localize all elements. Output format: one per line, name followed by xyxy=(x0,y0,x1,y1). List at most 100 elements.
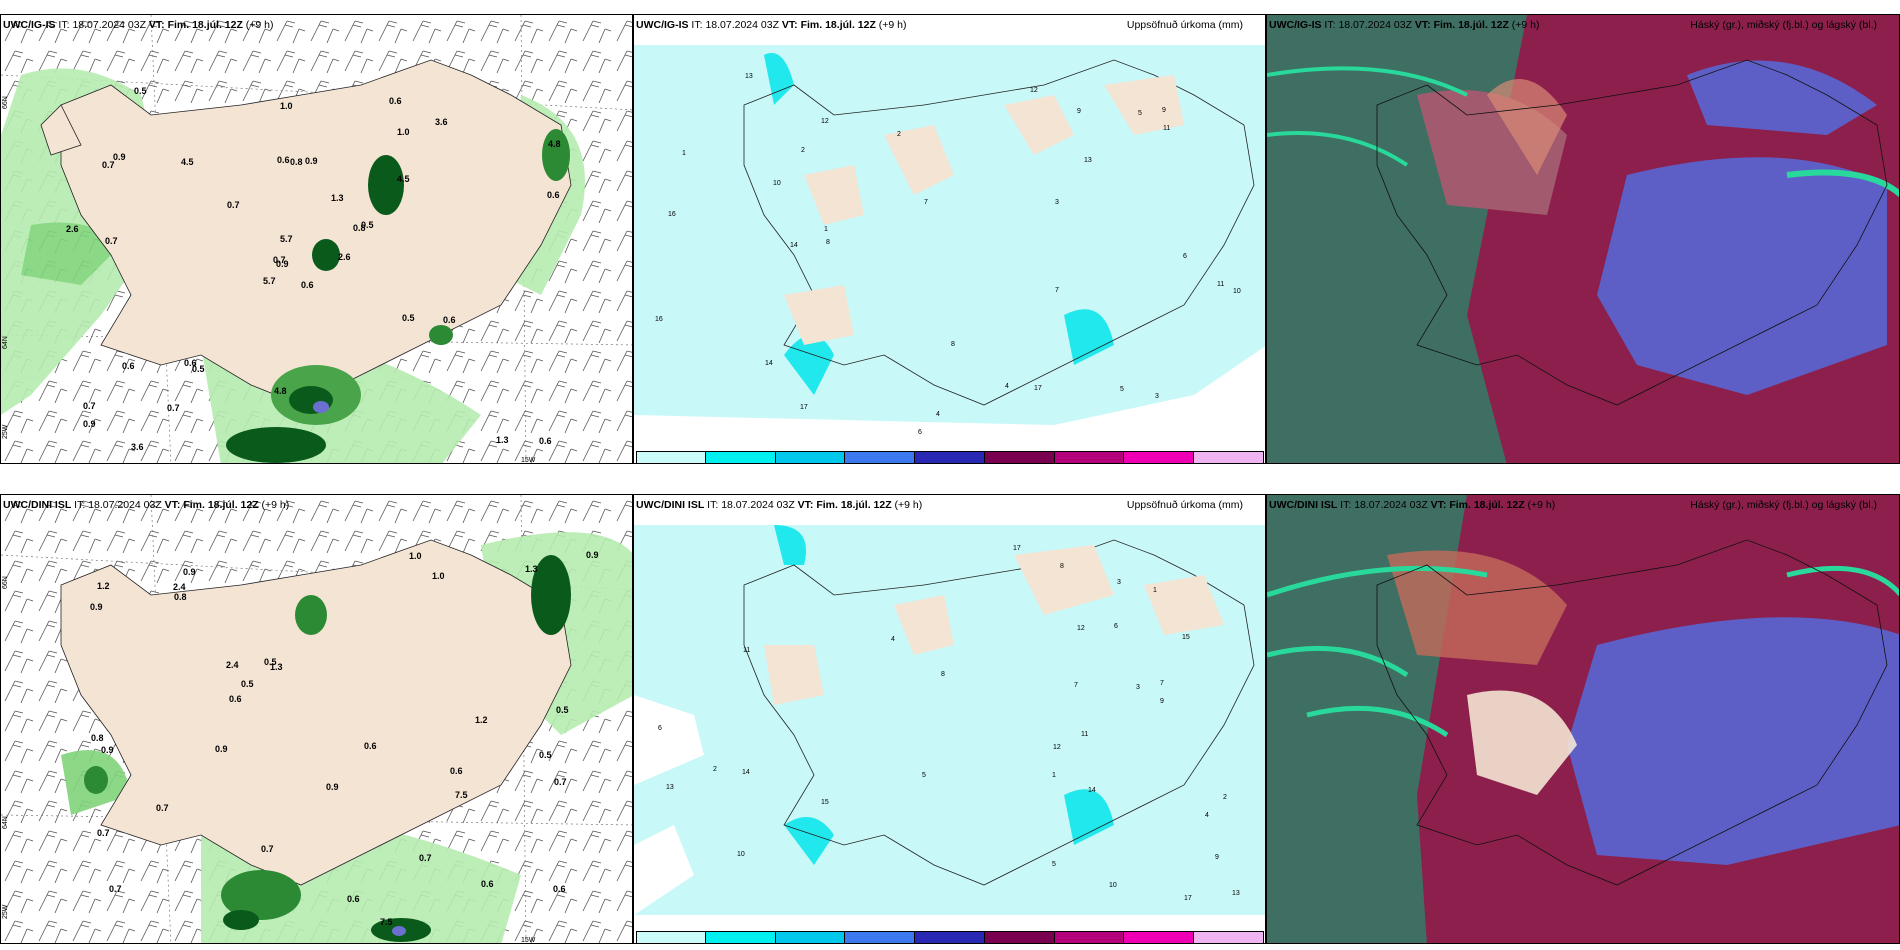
value-label: 6 xyxy=(918,429,922,436)
value-label: 4 xyxy=(936,411,940,418)
legend-swatch xyxy=(845,451,916,463)
value-label: 0.9 xyxy=(586,550,599,560)
value-label: 0.7 xyxy=(105,236,118,246)
value-label: 0.7 xyxy=(419,853,432,863)
value-label: 0.7 xyxy=(102,160,115,170)
value-label: 6 xyxy=(1114,623,1118,630)
legend-swatch xyxy=(984,931,1055,943)
value-label: 2.4 xyxy=(173,582,186,592)
value-label: 4 xyxy=(891,636,895,643)
value-label: 5 xyxy=(1052,861,1056,868)
value-label: 17 xyxy=(1184,895,1192,902)
value-label: 1.2 xyxy=(97,581,110,591)
svg-text:66N: 66N xyxy=(2,576,9,589)
value-label: 5.7 xyxy=(280,234,293,244)
value-label: 7 xyxy=(1074,682,1078,689)
value-label: 9 xyxy=(1162,107,1166,114)
panel-title: UWC/DINI ISL IT: 18.07.2024 03Z VT: Fim.… xyxy=(3,499,290,511)
value-label: 5 xyxy=(1138,110,1142,117)
legend-swatch xyxy=(705,451,776,463)
value-label: 0.9 xyxy=(90,602,103,612)
legend-swatch xyxy=(636,451,706,463)
panel-subtitle: Háský (gr.), miðský (fj.bl.) og lágský (… xyxy=(1690,499,1877,511)
value-label: 0.5 xyxy=(539,750,552,760)
value-label: 11 xyxy=(1217,281,1224,288)
value-label: 0.7 xyxy=(167,403,180,413)
value-label: 7 xyxy=(1160,680,1164,687)
value-label: 9 xyxy=(1160,698,1164,705)
legend-swatch xyxy=(915,931,985,943)
value-label: 10 xyxy=(1233,288,1241,295)
value-label: 0.6 xyxy=(184,358,197,368)
svg-text:15W: 15W xyxy=(521,457,536,464)
value-label: 0.9 xyxy=(83,419,96,429)
value-label: 0.7 xyxy=(83,401,96,411)
value-label: 7.5 xyxy=(380,917,393,927)
value-label: 0.6 xyxy=(539,436,552,446)
value-label: 0.9 xyxy=(215,744,228,754)
value-label: 0.5 xyxy=(361,220,374,230)
value-label: 0.5 xyxy=(556,705,569,715)
value-label: 1.0 xyxy=(409,551,422,561)
value-label: 9 xyxy=(1077,108,1081,115)
value-label: 6 xyxy=(658,725,662,732)
legend-swatch xyxy=(915,451,985,463)
value-label: 2 xyxy=(801,147,805,154)
value-label: 0.7 xyxy=(261,844,274,854)
value-label: 5 xyxy=(922,772,926,779)
value-label: 0.6 xyxy=(547,190,560,200)
value-label: 2 xyxy=(1223,794,1227,801)
value-label: 12 xyxy=(1053,744,1061,751)
value-label: 1.3 xyxy=(496,435,509,445)
legend-swatch xyxy=(1124,931,1195,943)
wind-precip-map: 66N 64N 25W 15W 0.60.70.90.70.80.50.60.9… xyxy=(1,15,632,464)
value-label: 15 xyxy=(821,799,829,806)
value-label: 3 xyxy=(1117,579,1121,586)
panel-wind-precip-dini: UWC/DINI ISL IT: 18.07.2024 03Z VT: Fim.… xyxy=(0,494,633,944)
value-label: 13 xyxy=(1232,890,1240,897)
value-label: 2.6 xyxy=(338,252,351,262)
value-label: 5.7 xyxy=(263,276,276,286)
value-label: 13 xyxy=(745,73,753,80)
value-label: 6 xyxy=(1183,253,1187,260)
value-label: 0.9 xyxy=(101,745,114,755)
value-label: 9 xyxy=(1215,854,1219,861)
value-label: 0.5 xyxy=(402,313,415,323)
value-label: 3 xyxy=(1155,393,1159,400)
svg-text:66N: 66N xyxy=(2,96,9,109)
panel-subtitle: Uppsöfnuð úrkoma (mm) xyxy=(1126,19,1243,31)
panel-accum-precip-igis: UWC/IG-IS IT: 18.07.2024 03Z VT: Fim. 18… xyxy=(633,14,1266,464)
legend-swatch xyxy=(845,931,916,943)
value-label: 4 xyxy=(1005,383,1009,390)
cloud-cover-map xyxy=(1267,495,1899,943)
cloud-cover-map xyxy=(1267,15,1899,463)
panel-clouds-dini: UWC/DINI ISL IT: 18.07.2024 03Z VT: Fim.… xyxy=(1266,494,1900,944)
value-label: 13 xyxy=(666,784,674,791)
value-label: 1.0 xyxy=(397,127,410,137)
value-label: 12 xyxy=(821,118,829,125)
value-label: 0.9 xyxy=(305,156,318,166)
panel-subtitle: Háský (gr.), miðský (fj.bl.) og lágský (… xyxy=(1690,19,1877,31)
value-label: 0.7 xyxy=(554,777,567,787)
value-label: 0.8 xyxy=(353,223,366,233)
value-label: 4 xyxy=(1205,812,1209,819)
value-label: 0.7 xyxy=(227,200,240,210)
value-label: 3.6 xyxy=(435,117,448,127)
panel-title: UWC/IG-IS IT: 18.07.2024 03Z VT: Fim. 18… xyxy=(1269,19,1540,31)
value-label: 0.8 xyxy=(290,157,303,167)
value-label: 12 xyxy=(1030,87,1038,94)
value-label: 0.6 xyxy=(443,315,456,325)
value-label: 4.8 xyxy=(548,139,561,149)
value-label: 0.9 xyxy=(183,567,196,577)
value-label: 10 xyxy=(1109,882,1117,889)
value-label: 0.5 xyxy=(192,364,205,374)
value-label: 14 xyxy=(742,769,750,776)
value-label: 1.3 xyxy=(270,662,283,672)
value-label: 7 xyxy=(924,199,928,206)
value-label: 0.9 xyxy=(326,782,339,792)
value-label: 0.6 xyxy=(347,894,360,904)
value-label: 2 xyxy=(713,766,717,773)
value-label: 13 xyxy=(1084,157,1092,164)
value-label: 0.5 xyxy=(264,657,277,667)
